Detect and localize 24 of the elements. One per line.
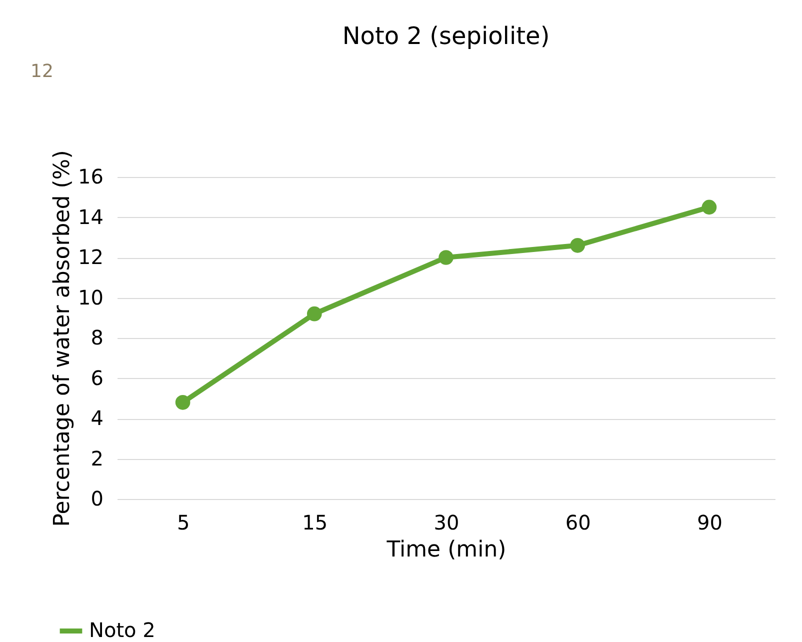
- y-tick-label: 2: [90, 446, 104, 470]
- y-tick-label: 8: [90, 326, 104, 350]
- y-tick-label: 0: [90, 486, 104, 510]
- y-tick-label: 4: [90, 406, 104, 430]
- point: [175, 395, 190, 410]
- legend-label: Noto 2: [89, 618, 156, 642]
- y-tick-label: 14: [78, 204, 104, 229]
- point: [438, 250, 454, 265]
- text: 12: [30, 61, 54, 82]
- x-axis-title: Time (min): [386, 538, 506, 562]
- y-tick-label: 10: [78, 285, 104, 310]
- x-tick-label: 60: [565, 510, 591, 534]
- point: [702, 200, 717, 215]
- y-axis-title: Percentage of water absorbed (%): [50, 150, 76, 527]
- point: [570, 238, 586, 253]
- chart-title: Noto 2 (sepiolite): [342, 22, 550, 50]
- x-tick-label: 30: [434, 510, 460, 534]
- y-tick-label: 16: [78, 164, 104, 188]
- y-tick-label: 12: [78, 245, 104, 269]
- point: [306, 306, 322, 322]
- x-tick-label: 15: [302, 510, 328, 534]
- y-tick-label: 6: [90, 366, 104, 390]
- x-tick-label: 90: [696, 510, 722, 534]
- x-tick-label: 5: [176, 510, 190, 534]
